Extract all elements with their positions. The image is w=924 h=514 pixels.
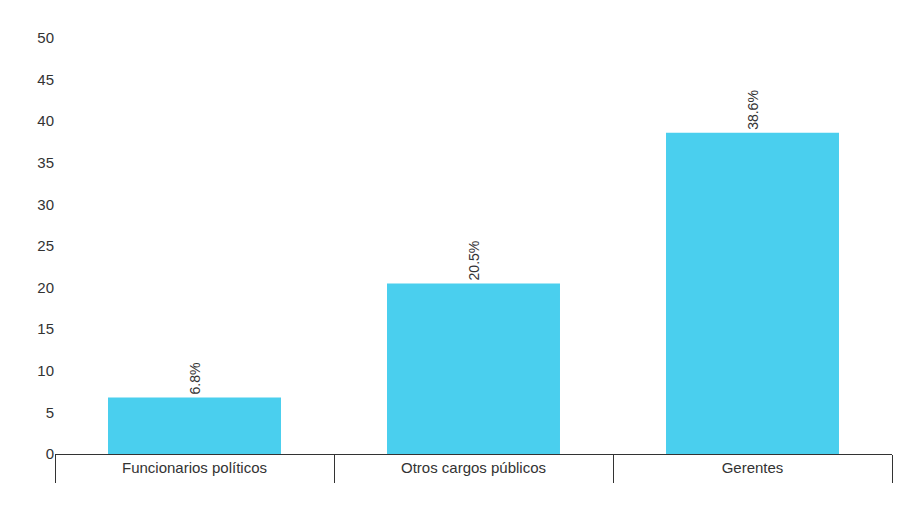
svg-text:20: 20 bbox=[37, 279, 54, 296]
svg-text:20.5%: 20.5% bbox=[466, 241, 482, 281]
svg-text:40: 40 bbox=[37, 112, 54, 129]
svg-text:45: 45 bbox=[37, 71, 54, 88]
svg-text:38.6%: 38.6% bbox=[745, 90, 761, 130]
svg-text:25: 25 bbox=[37, 237, 54, 254]
svg-text:15: 15 bbox=[37, 320, 54, 337]
svg-text:10: 10 bbox=[37, 362, 54, 379]
svg-text:Funcionarios políticos: Funcionarios políticos bbox=[122, 459, 267, 476]
svg-text:6.8%: 6.8% bbox=[187, 362, 203, 394]
svg-text:0: 0 bbox=[46, 445, 54, 462]
svg-text:Gerentes: Gerentes bbox=[722, 459, 784, 476]
svg-text:Otros cargos públicos: Otros cargos públicos bbox=[401, 459, 546, 476]
svg-text:5: 5 bbox=[46, 404, 54, 421]
svg-text:35: 35 bbox=[37, 154, 54, 171]
svg-text:50: 50 bbox=[37, 29, 54, 46]
svg-text:30: 30 bbox=[37, 196, 54, 213]
